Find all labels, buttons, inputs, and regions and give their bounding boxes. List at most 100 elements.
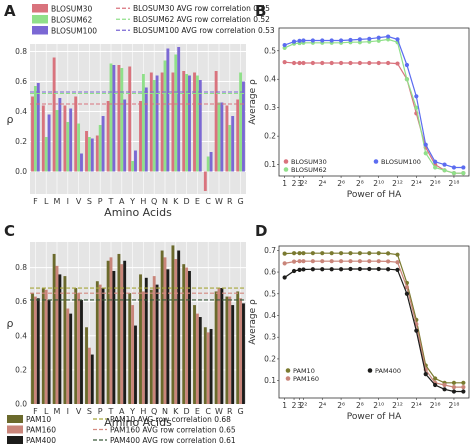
x-tick-label: T (108, 197, 114, 206)
y-tick-label: 0.3 (264, 103, 276, 112)
data-point-blosum100 (395, 37, 400, 42)
x-tick-label: Q (151, 407, 157, 416)
data-point-pam160 (376, 259, 381, 264)
data-point-blosum30 (329, 60, 334, 66)
x-tick-label: L (44, 197, 49, 206)
data-point-pam160 (442, 382, 447, 388)
x-tick-label: 2⁶ (337, 179, 345, 188)
data-point-pam400 (367, 266, 372, 272)
x-tick-label: 2¹⁴ (411, 401, 422, 410)
legend-entry-pam400: PAM400 (375, 367, 401, 375)
y-tick-label: 0.5 (264, 289, 276, 298)
x-axis-label: Power of HA (347, 190, 402, 200)
bar-pam400-c (209, 328, 213, 404)
x-tick-label: M (54, 407, 61, 416)
y-tick-label: 0.4 (264, 311, 276, 320)
bar-blosum30-n (160, 72, 164, 172)
bar-blosum30-h (139, 101, 142, 172)
data-point-pam400 (376, 266, 381, 272)
y-tick-label: 0.8 (15, 263, 27, 272)
y-tick-label: 0.4 (15, 331, 27, 340)
data-point-pam160 (320, 259, 325, 264)
bar-blosum100-k (177, 47, 181, 172)
data-point-blosum100 (301, 38, 306, 43)
data-point-pam400 (433, 382, 438, 388)
bar-pam10-f (31, 293, 34, 404)
bar-blosum30-l (41, 105, 45, 172)
data-point-pam400 (310, 267, 315, 272)
bar-pam10-a (117, 253, 121, 404)
bar-pam160-m (55, 265, 59, 404)
data-point-blosum62 (451, 171, 457, 176)
bar-pam10-t (106, 260, 110, 404)
bar-blosum100-q (155, 75, 159, 172)
bar-blosum62-a (120, 68, 124, 172)
bar-pam400-v (80, 299, 83, 404)
y-tick-label: 0.6 (264, 268, 276, 277)
bar-pam160-d (185, 267, 189, 404)
data-point-blosum30 (282, 60, 287, 65)
data-point-blosum100 (338, 38, 344, 43)
bar-pam160-l (44, 289, 48, 404)
y-tick-label: 0.3 (264, 333, 276, 342)
legend-swatch-pam160 (7, 425, 23, 434)
bar-pam400-y (134, 325, 137, 404)
data-point-pam10 (320, 251, 325, 256)
data-point-blosum100 (414, 94, 419, 99)
bar-pam160-i (66, 308, 70, 404)
data-point-blosum30 (386, 60, 391, 66)
data-point-blosum30 (310, 60, 315, 66)
y-tick-label: 0.4 (264, 75, 276, 84)
data-point-blosum30 (376, 60, 381, 66)
bar-blosum30-k (171, 72, 175, 172)
bar-blosum100-t (112, 65, 116, 172)
data-point-pam10 (282, 251, 287, 256)
bar-blosum62-g (239, 72, 243, 172)
bar-blosum100-e (198, 80, 202, 172)
x-tick-label: M (54, 197, 61, 206)
x-tick-label: Y (129, 407, 135, 416)
bar-blosum30-t (106, 101, 110, 172)
legend-entry-pam10: PAM10 (293, 367, 315, 375)
x-tick-label: I (67, 197, 69, 206)
x-tick-label: 1 (282, 401, 287, 410)
bar-pam10-r (225, 296, 229, 404)
bar-blosum62-h (141, 74, 145, 172)
data-point-pam10 (310, 251, 315, 256)
bar-blosum100-l (47, 114, 51, 172)
x-tick-label: 2¹⁶ (430, 401, 441, 410)
data-point-blosum100 (367, 36, 372, 41)
legend-entry-pam160-avg: PAM160 AVG row correlation 0.65 (110, 425, 236, 434)
data-point-pam10 (357, 251, 362, 256)
panel-a-bar-chart: 0.00.20.40.60.8F L M I V S P T A Y H Q N K D E C W R GAmino… (7, 4, 275, 219)
x-tick-label: A (119, 407, 125, 416)
y-tick-label: 0.2 (264, 132, 276, 141)
legend-entry-pam10: PAM10 (26, 415, 51, 424)
bar-pam160-g (239, 298, 243, 404)
bar-blosum62-q (152, 80, 156, 172)
data-point-pam160 (310, 259, 315, 264)
data-point-pam160 (338, 259, 344, 264)
legend-marker-pam160 (285, 376, 291, 381)
data-point-blosum30 (367, 60, 372, 66)
plot-area (278, 245, 470, 399)
data-point-blosum100 (404, 62, 410, 68)
data-point-pam160 (301, 259, 306, 264)
data-point-pam160 (282, 261, 287, 266)
x-tick-label: V (76, 197, 82, 206)
y-tick-label: 0.7 (264, 246, 276, 255)
bar-pam10-m (52, 253, 56, 404)
data-point-pam400 (395, 267, 400, 272)
y-tick-label: 0.4 (15, 107, 27, 116)
x-tick-label: G (237, 197, 243, 206)
bar-blosum62-l (44, 137, 48, 172)
bar-pam400-i (69, 313, 73, 404)
legend-marker-blosum100 (373, 159, 379, 164)
data-point-blosum30 (291, 60, 297, 66)
x-tick-label: W (215, 197, 223, 206)
legend-entry-pam160: PAM160 (293, 375, 319, 383)
bar-blosum30-p (95, 135, 99, 172)
bar-pam160-p (98, 284, 102, 404)
data-point-blosum100 (310, 38, 315, 43)
